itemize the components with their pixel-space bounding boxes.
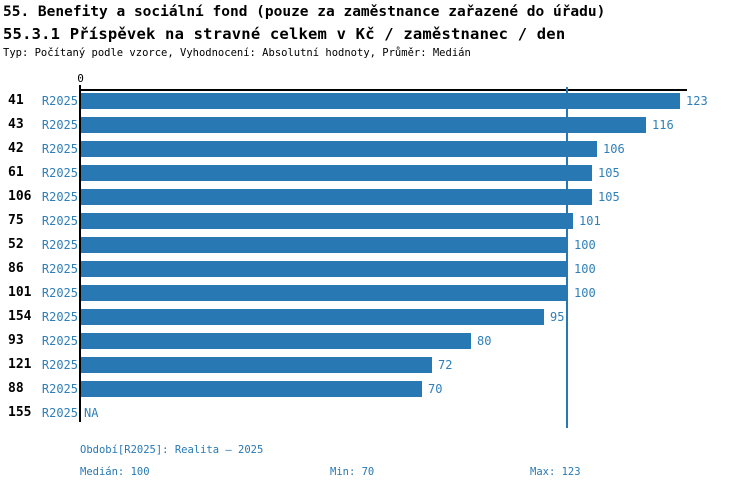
chart-row: 86 R2025 100 — [0, 261, 750, 277]
row-category-label: 41 — [8, 93, 24, 108]
row-category-label: 52 — [8, 237, 24, 252]
bar[interactable] — [81, 381, 422, 397]
bar-value-label: 101 — [579, 214, 601, 228]
bar-value-label: 100 — [574, 262, 596, 276]
y-axis-line — [79, 85, 81, 422]
bar[interactable] — [81, 213, 573, 229]
chart-title-line2: 55.3.1 Příspěvek na stravné celkem v Kč … — [3, 25, 566, 43]
row-category-label: 155 — [8, 405, 32, 420]
chart-title-line1: 55. Benefity a sociální fond (pouze za z… — [3, 4, 606, 20]
footer-median-stat: Medián: 100 — [80, 466, 150, 478]
row-category-label: 154 — [8, 309, 32, 324]
row-category-label: 93 — [8, 333, 24, 348]
chart-row: 121 R2025 72 — [0, 357, 750, 373]
row-period-link[interactable]: R2025 — [41, 214, 78, 228]
bar[interactable] — [81, 357, 432, 373]
na-label: NA — [84, 406, 99, 420]
chart-row: 93 R2025 80 — [0, 333, 750, 349]
bar-value-label: 123 — [686, 94, 708, 108]
chart-row: 155 R2025 NA — [0, 405, 750, 421]
x-axis-top-line — [80, 89, 687, 91]
median-reference-line — [566, 87, 568, 428]
bar[interactable] — [81, 285, 568, 301]
bar-value-label: 105 — [598, 190, 620, 204]
chart-row: 154 R2025 95 — [0, 309, 750, 325]
row-period-link[interactable]: R2025 — [41, 238, 78, 252]
row-period-link[interactable]: R2025 — [41, 118, 78, 132]
row-period-link[interactable]: R2025 — [41, 334, 78, 348]
row-period-link[interactable]: R2025 — [41, 166, 78, 180]
chart-row: 101 R2025 100 — [0, 285, 750, 301]
bar-value-label: 72 — [438, 358, 453, 372]
bar-value-label: 105 — [598, 166, 620, 180]
chart-subtitle: Typ: Počítaný podle vzorce, Vyhodnocení:… — [3, 47, 471, 59]
row-category-label: 42 — [8, 141, 24, 156]
row-category-label: 88 — [8, 381, 24, 396]
row-period-link[interactable]: R2025 — [41, 382, 78, 396]
chart-row: 41 R2025 123 — [0, 93, 750, 109]
bar[interactable] — [81, 165, 592, 181]
row-period-link[interactable]: R2025 — [41, 262, 78, 276]
chart-row: 61 R2025 105 — [0, 165, 750, 181]
row-period-link[interactable]: R2025 — [41, 94, 78, 108]
chart-row: 106 R2025 105 — [0, 189, 750, 205]
row-category-label: 43 — [8, 117, 24, 132]
row-category-label: 101 — [8, 285, 32, 300]
x-axis-zero-tick-label: 0 — [77, 72, 84, 85]
bar-value-label: 116 — [652, 118, 674, 132]
row-period-link[interactable]: R2025 — [41, 286, 78, 300]
bar-value-label: 95 — [550, 310, 565, 324]
chart-row: 42 R2025 106 — [0, 141, 750, 157]
row-category-label: 61 — [8, 165, 24, 180]
bar[interactable] — [81, 309, 544, 325]
row-period-link[interactable]: R2025 — [41, 142, 78, 156]
chart-row: 75 R2025 101 — [0, 213, 750, 229]
row-category-label: 121 — [8, 357, 32, 372]
row-period-link[interactable]: R2025 — [41, 358, 78, 372]
bar-value-label: 80 — [477, 334, 492, 348]
bar[interactable] — [81, 93, 680, 109]
bar[interactable] — [81, 189, 592, 205]
chart-row: 88 R2025 70 — [0, 381, 750, 397]
footer-max-stat: Max: 123 — [530, 466, 581, 478]
bar-value-label: 106 — [603, 142, 625, 156]
footer-min-stat: Min: 70 — [330, 466, 375, 478]
bar-value-label: 100 — [574, 238, 596, 252]
row-category-label: 106 — [8, 189, 32, 204]
bar[interactable] — [81, 261, 568, 277]
bar[interactable] — [81, 117, 646, 133]
chart-row: 43 R2025 116 — [0, 117, 750, 133]
bar-value-label: 100 — [574, 286, 596, 300]
bar[interactable] — [81, 237, 568, 253]
row-period-link[interactable]: R2025 — [41, 190, 78, 204]
chart-row: 52 R2025 100 — [0, 237, 750, 253]
row-category-label: 86 — [8, 261, 24, 276]
bar[interactable] — [81, 333, 471, 349]
footer-period-label: Období[R2025]: Realita – 2025 — [80, 444, 264, 456]
row-period-link[interactable]: R2025 — [41, 310, 78, 324]
bar[interactable] — [81, 141, 597, 157]
row-category-label: 75 — [8, 213, 24, 228]
row-period-link[interactable]: R2025 — [41, 406, 78, 420]
bar-value-label: 70 — [428, 382, 443, 396]
